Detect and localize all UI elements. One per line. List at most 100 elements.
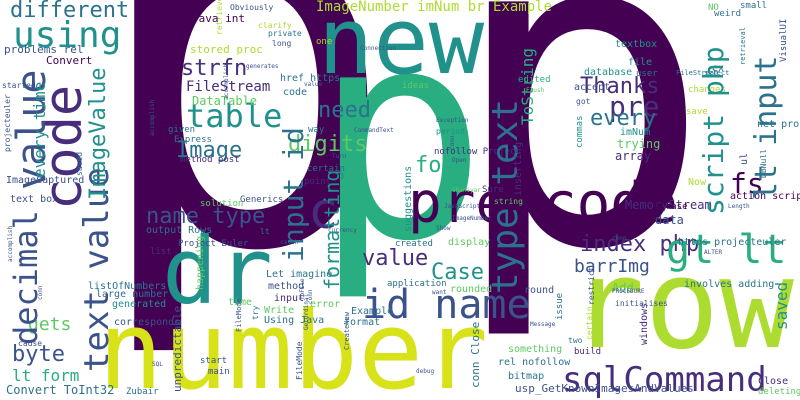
cloud-word-Express: given [168,125,196,135]
cloud-word-error: error [310,299,341,310]
cloud-word-Show: accomplish [7,225,14,262]
cloud-word-type-text: type text [485,98,526,294]
cloud-word-Generics: point [304,177,332,187]
cloud-word-Convert: Convert [46,54,93,67]
cloud-word-ImageNumber-imNum-br-Example: ImageNumber imNum br Example [316,0,553,15]
cloud-word-want: CreateNew [343,312,351,350]
cloud-word-rel-nofollow: rel nofollow [498,357,571,368]
cloud-word-id-name: id name [362,282,531,328]
cloud-word-period: nofollow Project [434,147,521,157]
cloud-word-https-projecteuler: https projecteuler [678,237,787,248]
cloud-word-select: ALTER [704,249,723,256]
cloud-word-stored-proc: stored proc [190,43,263,56]
cloud-word-debug: FileMode [295,341,304,380]
cloud-word-rate: conn [612,235,627,242]
cloud-word-Write: Write [264,305,295,316]
cloud-word-NO: user [636,69,658,79]
cloud-word-conn-Close: conn Close [469,321,482,388]
cloud-word-long: one [316,37,333,47]
cloud-word-using: using [13,15,122,56]
cloud-word-MessageBox: conn [449,135,456,150]
cloud-word-CreateNew: GetOrdinal [303,293,310,330]
cloud-word-commas: period [436,127,465,136]
cloud-word-accept: accept [574,82,611,93]
cloud-word-small: NO [708,3,719,13]
cloud-word-CommandText: value [304,81,323,88]
cloud-word-script-php: script php [697,46,730,215]
cloud-word-save: edited [518,75,551,85]
cloud-word-main: main [208,367,230,377]
cloud-word-user: changes [688,85,726,95]
cloud-word-VisualUI: FileStream [676,69,719,77]
cloud-word-try: build [574,347,602,357]
cloud-word-Sure: lt [260,227,270,236]
cloud-word-strfn: strfn [181,56,248,81]
cloud-word-GetOrdinal: currency [328,227,357,234]
cloud-word-usp: usp_GetKnownImagesAndValues [515,382,694,395]
cloud-word-corresponds: corresponds [114,317,181,328]
cloud-word-index-php: index php [580,232,700,257]
cloud-word-created: created [395,239,433,249]
cloud-word-time: Project Euler [178,239,249,249]
cloud-word-lt: time [228,297,253,308]
cloud-word-Ghaniyar: Open [452,157,467,164]
cloud-word-Image: Image [176,138,243,163]
cloud-word-BEGIN: ImageNumber [452,215,492,222]
cloud-word-Project-Euler: try [251,305,260,320]
cloud-word-currency: Ghaniyar [452,187,481,194]
cloud-word-start: start [200,356,228,366]
cloud-word-Length: want [432,289,447,296]
cloud-word-different: different [10,0,130,23]
cloud-word-round: round [524,285,555,296]
cloud-word-suggestions: inserting [513,141,524,196]
cloud-word-Using-Java: Using Java [264,315,325,326]
cloud-word-retrieves: method post [180,155,240,165]
cloud-word-JavaScript: Exception [436,117,469,124]
cloud-word-started: Obviously [230,3,274,12]
cloud-word-one: way [308,125,325,135]
cloud-word-method-post: Express [174,135,212,145]
cloud-word-Thanks: Thanks [580,74,660,99]
cloud-word-table: table [186,97,283,135]
cloud-word-point: certain [307,164,345,174]
cloud-word-row: row [570,233,794,377]
cloud-word-form: form [415,153,468,178]
cloud-word-ImageCaptured: ImageCaptured [6,175,85,186]
cloud-word-happening: list [150,247,172,257]
cloud-word-unpredictable: unpredictable [171,305,184,392]
cloud-word-two: initialises [615,299,668,308]
cloud-word-text-box: text box [10,194,59,205]
cloud-word-output-Rows: output Rows [146,225,213,236]
cloud-word-rounded: rounded [450,284,493,295]
cloud-word-string: Sure [482,185,504,195]
cloud-word-weird: small [740,1,768,11]
cloud-word-cause: started [2,81,36,90]
cloud-word-windows: windows [639,302,650,345]
cloud-word-ImageNumber: DBNull [759,149,768,178]
cloud-word-retrieval: Flush [526,87,545,94]
cloud-word-method: method [268,281,305,292]
cloud-word-pre-code: pre code [408,171,678,236]
cloud-word-ideas: retrieves [215,0,224,35]
cloud-word-ALTER: PROCEDURE [612,288,645,295]
cloud-word-something: something [508,344,563,355]
cloud-word-display: display [448,237,491,248]
cloud-word-byte: byte [12,342,65,367]
cloud-word-way: href https [280,73,341,84]
cloud-word-projecteuler: saved [75,151,84,176]
cloud-word-net-problems: ul [739,152,750,165]
cloud-word-pre: pre [609,90,660,123]
cloud-word-Exception: Turn [332,153,347,160]
cloud-word-DataTable: DataTable [192,94,258,108]
cloud-word-value-right: saved [772,281,791,330]
cloud-word-build: two [568,336,583,345]
cloud-word-Add: Add [612,281,634,295]
cloud-word-value-small: value [362,246,429,271]
cloud-word-got: save [686,107,708,117]
cloud-word-Case: Case [431,260,484,285]
cloud-word-application: application [387,279,447,289]
cloud-word-Open: CommandText [354,127,394,134]
cloud-word-decimal: decimal [7,210,45,345]
cloud-word-input: input [274,293,305,304]
cloud-word-large-number: large number [96,289,169,300]
